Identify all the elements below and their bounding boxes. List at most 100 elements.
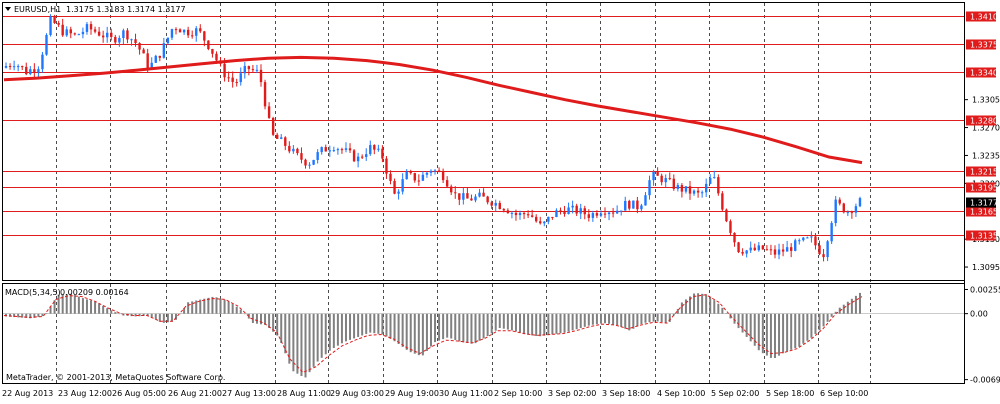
macd-bar: [29, 313, 32, 319]
candle-body: [401, 179, 404, 192]
candle-body: [644, 195, 647, 206]
macd-bar: [490, 313, 493, 334]
candle-body: [454, 192, 457, 194]
macd-bar: [49, 306, 52, 314]
candle-body: [466, 193, 469, 199]
macd-bar: [470, 313, 473, 344]
macd-bar: [624, 313, 627, 329]
candle-body: [21, 66, 24, 68]
candle-body: [101, 35, 105, 38]
macd-values: 0.00209 0.00164: [60, 288, 129, 297]
level-tag-bg: [966, 182, 996, 193]
candle-body: [150, 62, 153, 69]
candle-body: [89, 24, 93, 30]
candle-body: [830, 223, 833, 242]
candle-body: [223, 63, 226, 78]
candle-body: [522, 212, 526, 215]
macd-bar: [276, 313, 279, 336]
macd-bar: [753, 313, 756, 346]
candle-body: [118, 38, 121, 43]
level-tag-label: 1.3280: [970, 117, 998, 126]
time-axis-label: 29 Aug 03:00: [330, 389, 384, 398]
candle-body: [794, 240, 797, 251]
level-tag-label: 1.3215: [970, 168, 998, 177]
macd-bar: [680, 302, 683, 314]
macd-bar: [672, 313, 675, 316]
candle-body: [267, 106, 271, 118]
macd-bar: [122, 313, 125, 316]
ohlc-values: 1.3175 1.3183 1.3174 1.3177: [66, 5, 186, 14]
macd-bar: [284, 313, 287, 354]
macd-bar: [539, 313, 542, 337]
level-tag-label: 1.3135: [970, 232, 998, 241]
macd-bar: [312, 313, 315, 367]
macd-bar: [830, 313, 833, 317]
macd-bar: [81, 298, 84, 314]
candle-body: [514, 212, 518, 216]
macd-signal-line: [3, 294, 863, 373]
macd-bar: [85, 299, 88, 314]
macd-bar: [138, 313, 141, 317]
macd-bar: [826, 313, 829, 322]
candle-body: [207, 40, 210, 50]
macd-bar: [166, 313, 169, 323]
candle-body: [502, 209, 506, 211]
candle-body: [316, 152, 319, 160]
moving-average-line: [3, 55, 863, 165]
macd-bar: [850, 298, 853, 314]
macd-bar: [502, 313, 505, 329]
macd-bar: [547, 313, 550, 336]
macd-bar: [701, 293, 704, 314]
candle-body: [563, 210, 566, 214]
price-tick-label: 1.3095: [972, 263, 1000, 272]
candle-body: [235, 81, 238, 83]
macd-bar: [482, 313, 485, 339]
macd-bar: [721, 307, 724, 314]
macd-bar: [110, 310, 113, 314]
candle-body: [684, 186, 688, 192]
level-tag-bg: [966, 67, 996, 78]
macd-bar: [822, 313, 825, 327]
candle-body: [506, 210, 510, 214]
candle-body: [134, 39, 137, 44]
macd-bar: [5, 313, 8, 317]
candle-body: [365, 154, 368, 157]
macd-bar: [308, 313, 311, 373]
macd-bar: [393, 313, 396, 342]
candle-body: [65, 29, 68, 36]
macd-bar: [13, 313, 16, 318]
candle-body: [251, 69, 255, 71]
macd-bar: [191, 301, 194, 314]
time-axis-label: 5 Sep 02:00: [711, 389, 759, 398]
macd-bar: [328, 313, 331, 351]
macd-bar: [231, 304, 234, 314]
macd-bar: [575, 313, 578, 330]
macd-bar: [741, 313, 744, 333]
macd-bar: [705, 294, 708, 314]
macd-bar: [494, 313, 497, 331]
macd-bar: [628, 313, 631, 331]
candle-body: [146, 53, 149, 69]
candle-body: [660, 175, 663, 183]
macd-bar: [158, 313, 161, 322]
macd-bar: [340, 313, 343, 344]
candle-body: [106, 32, 109, 38]
candle-body: [745, 250, 748, 254]
macd-label: MACD(5,34,5): [5, 288, 61, 297]
macd-bar: [709, 296, 712, 314]
macd-bar: [765, 313, 768, 356]
candle-body: [802, 237, 805, 241]
candle-body: [818, 245, 821, 255]
candle-body: [474, 196, 477, 201]
macd-bar: [381, 313, 384, 335]
candle-body: [490, 202, 493, 206]
candle-body: [591, 213, 595, 218]
candle-body: [239, 73, 242, 83]
candle-body: [397, 191, 400, 194]
candle-body: [757, 245, 760, 251]
time-axis-label: 26 Aug 05:00: [112, 389, 166, 398]
candle-body: [607, 212, 611, 215]
symbol-dropdown-icon[interactable]: [5, 7, 11, 11]
